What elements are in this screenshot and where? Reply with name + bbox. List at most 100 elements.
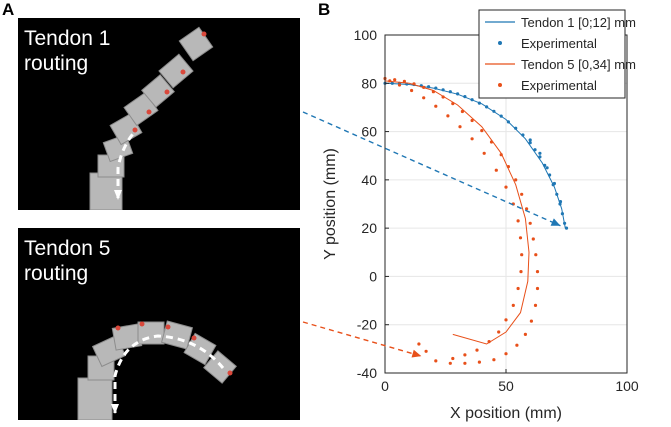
data-point [424, 349, 428, 353]
data-point [458, 125, 462, 129]
data-point [535, 270, 540, 274]
y-tick-label: 0 [369, 268, 377, 284]
data-point [456, 92, 460, 96]
data-point [531, 237, 535, 241]
data-point [485, 105, 489, 109]
data-point [393, 78, 397, 82]
data-point [480, 129, 484, 133]
data-point [506, 120, 510, 124]
data-point [422, 85, 426, 89]
data-point [475, 348, 479, 352]
data-point [470, 118, 474, 123]
legend-label: Tendon 1 [0;12] mm [521, 15, 636, 30]
data-point [446, 114, 450, 118]
tendon1-photo-label: Tendon 1 routing [24, 27, 111, 75]
legend-dot-swatch [498, 83, 502, 87]
data-point [519, 270, 523, 274]
connector-arrow-line [302, 111, 561, 227]
legend: Tendon 1 [0;12] mm Experimental Tendon 5 [… [478, 9, 636, 99]
data-point [564, 226, 569, 230]
data-point [441, 95, 445, 99]
data-point [552, 181, 557, 186]
data-point [555, 192, 559, 196]
series-points-1 [383, 81, 569, 230]
y-tick-label: 80 [361, 75, 377, 91]
data-point [448, 361, 452, 365]
data-point [560, 212, 565, 216]
data-point [521, 133, 525, 137]
y-tick-label: 60 [361, 124, 377, 140]
data-point [499, 114, 503, 118]
y-tick-label: -40 [357, 365, 377, 381]
data-point [516, 286, 520, 291]
data-point [434, 104, 438, 108]
legend-label: Experimental [521, 78, 597, 93]
data-point [470, 98, 474, 102]
data-point [514, 126, 518, 130]
data-point [397, 83, 402, 87]
data-point [477, 360, 481, 364]
data-point [497, 330, 501, 334]
tendon5-robot-illustration [77, 320, 237, 420]
data-point [558, 202, 562, 206]
data-point [548, 173, 552, 177]
data-point [417, 342, 421, 346]
data-point [506, 165, 510, 169]
data-point [528, 138, 532, 142]
data-point [511, 303, 515, 307]
data-point [563, 221, 567, 225]
data-point [463, 353, 467, 357]
y-tick-label: -20 [357, 317, 377, 333]
data-point [528, 221, 532, 225]
data-point [422, 96, 426, 100]
data-point [441, 88, 445, 92]
data-point [523, 332, 528, 336]
data-point [514, 178, 518, 182]
data-point [504, 352, 508, 356]
data-point [448, 90, 452, 94]
data-point [431, 90, 435, 94]
data-point [538, 155, 542, 159]
panel-a-letter: A [2, 0, 15, 19]
connector-arrow-line [302, 321, 422, 357]
data-point [451, 102, 455, 106]
data-point [533, 303, 538, 307]
data-point [492, 109, 496, 113]
data-point [520, 253, 524, 257]
data-point [402, 79, 406, 83]
data-point [518, 236, 523, 240]
data-point [460, 109, 464, 114]
series-points-3 [383, 76, 540, 365]
x-tick-label: 0 [381, 378, 389, 394]
y-tick-label: 100 [354, 27, 378, 43]
y-tick-label: 40 [361, 172, 377, 188]
x-tick-label: 100 [615, 378, 639, 394]
data-point [470, 137, 474, 141]
data-point [499, 153, 503, 157]
data-point [390, 81, 394, 85]
y-axis-label: Y position (mm) [322, 148, 339, 260]
data-point [434, 359, 438, 363]
data-point [427, 85, 431, 89]
data-point [489, 140, 494, 144]
data-point [538, 151, 542, 155]
tendon1-photo: Tendon 1 routing [18, 18, 300, 210]
legend-box [478, 9, 626, 99]
legend-label: Tendon 5 [0,34] mm [521, 57, 636, 72]
data-point [463, 95, 467, 99]
data-point [535, 286, 540, 291]
x-tick-label: 50 [498, 378, 514, 394]
data-point [525, 207, 529, 211]
data-point [520, 192, 524, 196]
data-point [487, 340, 491, 344]
data-point [504, 318, 508, 322]
panel-b-letter: B [318, 0, 331, 19]
connector-arrow-head [411, 349, 422, 358]
data-point [528, 141, 532, 145]
data-point [558, 200, 563, 204]
data-point [516, 219, 520, 223]
legend-label: Experimental [521, 36, 597, 51]
data-point [529, 319, 534, 323]
data-point [388, 79, 392, 83]
